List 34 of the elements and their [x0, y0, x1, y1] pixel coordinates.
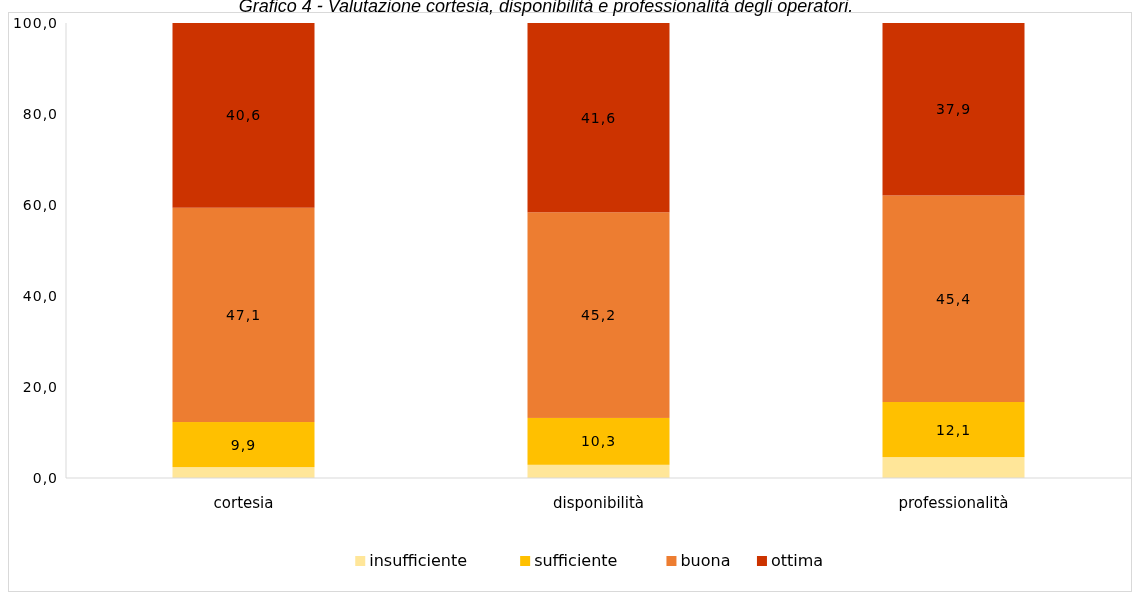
bar [882, 402, 1025, 458]
y-tick-label: 40,0 [22, 288, 58, 304]
x-tick-label: professionalità [898, 494, 1009, 512]
bar [172, 467, 315, 478]
bar [527, 417, 670, 465]
data-label: 47,1 [225, 306, 262, 323]
x-tick-label: disponibilità [553, 494, 644, 512]
y-tick-label: 80,0 [22, 106, 58, 122]
legend-label: sufficiente [534, 551, 618, 570]
data-label: 37,9 [935, 101, 972, 118]
legend-label: buona [680, 551, 731, 570]
y-tick-label: 100,0 [12, 15, 58, 31]
bar [172, 422, 315, 468]
bar [172, 23, 315, 208]
bar [527, 212, 670, 418]
bar [882, 195, 1025, 403]
data-label: 40,6 [225, 107, 262, 124]
x-tick-label: cortesia [213, 494, 274, 512]
legend-label: ottima [770, 551, 824, 570]
legend-label: insufficiente [369, 551, 468, 570]
data-label: 9,9 [230, 436, 257, 453]
data-label: 45,2 [580, 307, 617, 324]
bar [527, 464, 670, 478]
bar [882, 457, 1025, 478]
data-label: 41,6 [580, 109, 617, 126]
y-tick-label: 0,0 [32, 470, 58, 486]
y-tick-label: 20,0 [22, 379, 58, 395]
data-label: 45,4 [935, 290, 972, 307]
data-label: 12,1 [935, 421, 972, 438]
bar [172, 207, 315, 423]
data-label: 10,3 [580, 433, 617, 450]
y-tick-label: 60,0 [22, 197, 58, 213]
bar [527, 23, 670, 213]
bar [882, 23, 1025, 196]
